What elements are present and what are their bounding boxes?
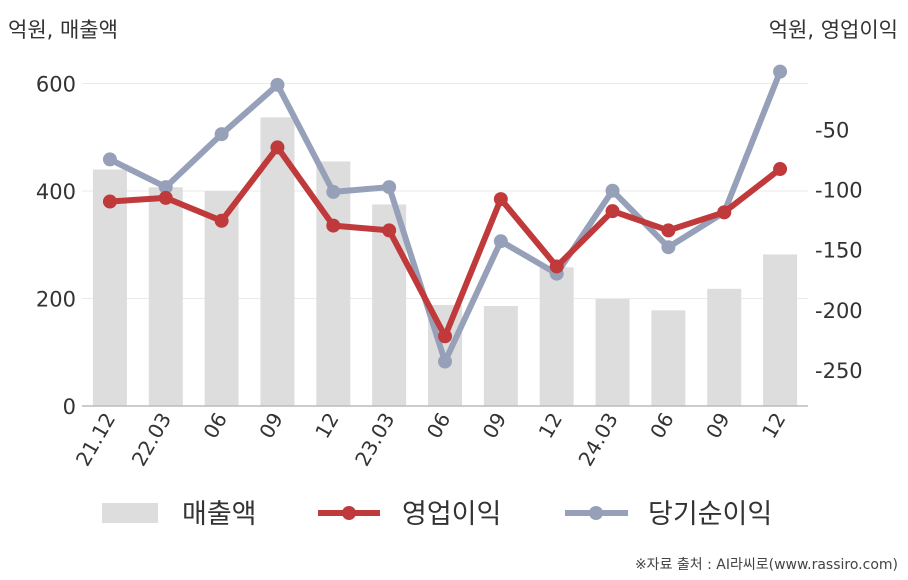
- x-axis-ticks: 21.12 22.03 06 09 12 23.03 06 09 12 24.03 06 09 12: [71, 409, 791, 471]
- net-income-point: [214, 127, 229, 142]
- net-income-point: [270, 77, 285, 92]
- x-tick-label: 06: [198, 409, 232, 443]
- operating-income-point: [270, 140, 285, 155]
- revenue-bar: [483, 306, 518, 406]
- x-tick-label: 12: [757, 409, 791, 443]
- line-series: [102, 64, 788, 369]
- operating-income-point: [661, 223, 676, 238]
- operating-income-point: [773, 162, 788, 177]
- legend: 매출액 영업이익 당기순이익: [102, 499, 772, 530]
- legend-swatch-revenue: [102, 503, 158, 523]
- y-right-tick-label: -100: [815, 178, 863, 202]
- right-axis-unit: 억원, 영업이익: [768, 18, 898, 42]
- x-tick-label: 06: [422, 409, 456, 443]
- y-left-tick-label: 400: [36, 180, 76, 204]
- net-income-point: [605, 183, 620, 198]
- x-tick-label: 22.03: [127, 409, 176, 471]
- revenue-bar: [316, 161, 351, 406]
- legend-marker-net-income: [589, 506, 603, 520]
- x-tick-label: 09: [478, 409, 512, 443]
- revenue-bar: [372, 204, 407, 406]
- x-tick-label: 09: [701, 409, 735, 443]
- legend-label-revenue: 매출액: [182, 499, 257, 530]
- x-tick-label: 06: [645, 409, 679, 443]
- legend-label-operating-income: 영업이익: [402, 499, 501, 530]
- revenue-bar: [595, 299, 630, 406]
- x-tick-label: 12: [310, 409, 344, 443]
- x-tick-label: 09: [254, 409, 288, 443]
- right-axis-ticks: -50 -100 -150 -200 -250: [815, 118, 863, 383]
- revenue-bar: [148, 187, 183, 406]
- y-right-tick-label: -50: [815, 118, 849, 142]
- operating-income-point: [382, 223, 397, 238]
- operating-income-point: [214, 213, 229, 228]
- revenue-bar: [707, 288, 742, 406]
- left-axis-unit: 억원, 매출액: [8, 18, 118, 42]
- operating-income-point: [605, 204, 620, 219]
- y-left-tick-label: 0: [63, 395, 76, 419]
- legend-marker-operating-income: [342, 506, 356, 520]
- left-axis-ticks: 600 400 200 0: [36, 73, 76, 420]
- revenue-bars: [92, 117, 798, 407]
- net-income-point: [493, 234, 508, 249]
- y-right-tick-label: -150: [815, 239, 863, 263]
- operating-income-point: [549, 259, 564, 274]
- net-income-point: [102, 152, 117, 167]
- operating-income-point: [717, 205, 732, 220]
- operating-income-point: [493, 192, 508, 207]
- revenue-bar: [92, 169, 127, 406]
- net-income-point: [382, 180, 397, 195]
- y-right-tick-label: -200: [815, 299, 863, 323]
- y-left-tick-label: 200: [36, 288, 76, 312]
- x-tick-label: 24.03: [573, 409, 622, 471]
- net-income-point: [438, 354, 452, 369]
- net-income-point: [326, 184, 341, 199]
- x-tick-label: 21.12: [71, 409, 120, 471]
- net-income-point: [158, 180, 173, 195]
- net-income-point: [661, 240, 676, 255]
- y-right-tick-label: -250: [815, 359, 863, 383]
- x-tick-label: 12: [534, 409, 568, 443]
- operating-income-point: [438, 329, 452, 344]
- source-note: ※자료 출처 : AI라씨로(www.rassiro.com): [634, 557, 898, 573]
- net-income-point: [773, 64, 788, 79]
- revenue-bar: [539, 267, 574, 406]
- revenue-bar: [651, 310, 686, 406]
- x-tick-label: 23.03: [350, 409, 399, 471]
- gridlines: [82, 83, 808, 299]
- y-left-tick-label: 600: [36, 73, 76, 97]
- operating-income-point: [326, 218, 341, 233]
- revenue-bar: [763, 254, 798, 406]
- legend-label-net-income: 당기순이익: [648, 499, 772, 530]
- operating-income-point: [102, 194, 117, 209]
- operating-income-point: [158, 190, 173, 205]
